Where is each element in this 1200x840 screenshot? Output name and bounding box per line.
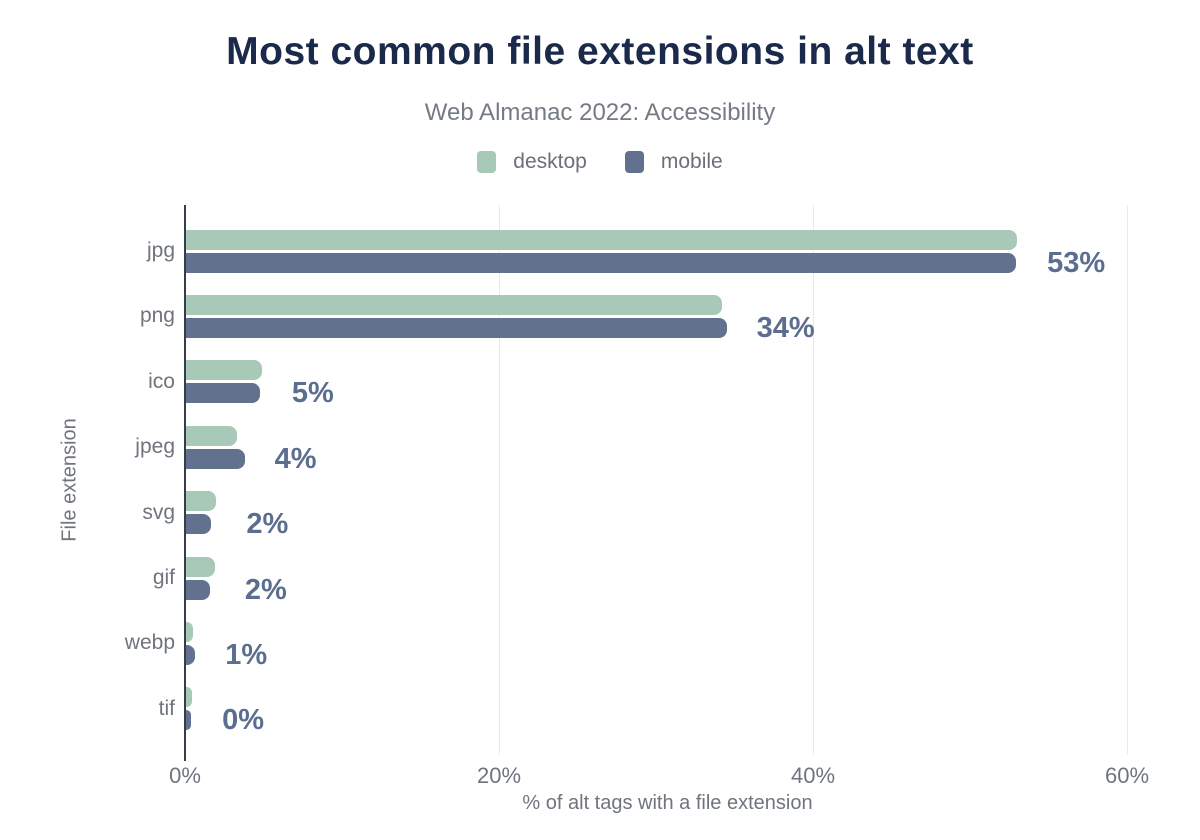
legend-item-mobile: mobile <box>624 150 723 174</box>
x-axis-title: % of alt tags with a file extension <box>522 792 813 814</box>
chart-title: Most common file extensions in alt text <box>226 30 974 73</box>
gridline-40% <box>813 205 814 755</box>
value-label-jpg: 53% <box>1047 246 1106 279</box>
bar-mobile-gif <box>185 579 211 600</box>
bar-desktop-jpeg <box>185 425 237 446</box>
x-tick-label-0%: 0% <box>169 763 201 788</box>
gridline-60% <box>1127 205 1128 755</box>
category-label-svg: svg <box>142 500 175 524</box>
bar-mobile-png <box>185 317 727 338</box>
mobile-swatch-icon <box>624 151 644 173</box>
bar-mobile-jpeg <box>185 448 245 469</box>
x-tick-label-20%: 20% <box>476 763 522 788</box>
y-axis-title: File extension <box>58 418 81 542</box>
value-label-svg: 2% <box>246 508 289 541</box>
legend-label: desktop <box>513 150 587 173</box>
category-label-webp: webp <box>124 631 175 655</box>
chart-legend: desktop mobile <box>0 150 1200 174</box>
category-label-gif: gif <box>152 566 175 589</box>
bar-desktop-ico <box>185 360 262 381</box>
legend-item-desktop: desktop <box>477 150 587 174</box>
bar-desktop-webp <box>185 621 193 642</box>
bar-desktop-svg <box>185 491 217 512</box>
bar-desktop-gif <box>185 556 215 577</box>
category-label-png: png <box>139 304 175 328</box>
bar-desktop-jpg <box>185 229 1018 250</box>
value-label-png: 34% <box>756 311 815 344</box>
bar-mobile-tif <box>185 710 192 731</box>
bar-mobile-ico <box>185 383 261 404</box>
bar-mobile-jpg <box>185 252 1016 273</box>
y-axis-line <box>184 205 186 761</box>
category-label-jpeg: jpeg <box>135 435 175 459</box>
x-tick-label-40%: 40% <box>790 763 836 788</box>
value-label-webp: 1% <box>225 638 268 671</box>
value-label-gif: 2% <box>244 573 287 606</box>
value-label-tif: 0% <box>222 704 264 737</box>
category-label-jpg: jpg <box>146 239 175 262</box>
legend-label: mobile <box>660 150 723 173</box>
bar-desktop-tif <box>185 687 193 708</box>
bar-mobile-webp <box>185 644 196 665</box>
chart-subtitle: Web Almanac 2022: Accessibility <box>424 99 776 126</box>
bar-desktop-png <box>185 294 722 315</box>
value-label-jpeg: 4% <box>274 442 317 475</box>
desktop-swatch-icon <box>477 151 497 173</box>
category-label-ico: ico <box>148 369 175 393</box>
x-tick-label-60%: 60% <box>1104 763 1150 788</box>
value-label-ico: 5% <box>291 377 334 410</box>
bar-mobile-svg <box>185 514 211 535</box>
category-label-tif: tif <box>158 696 175 720</box>
gridline-20% <box>499 205 500 755</box>
